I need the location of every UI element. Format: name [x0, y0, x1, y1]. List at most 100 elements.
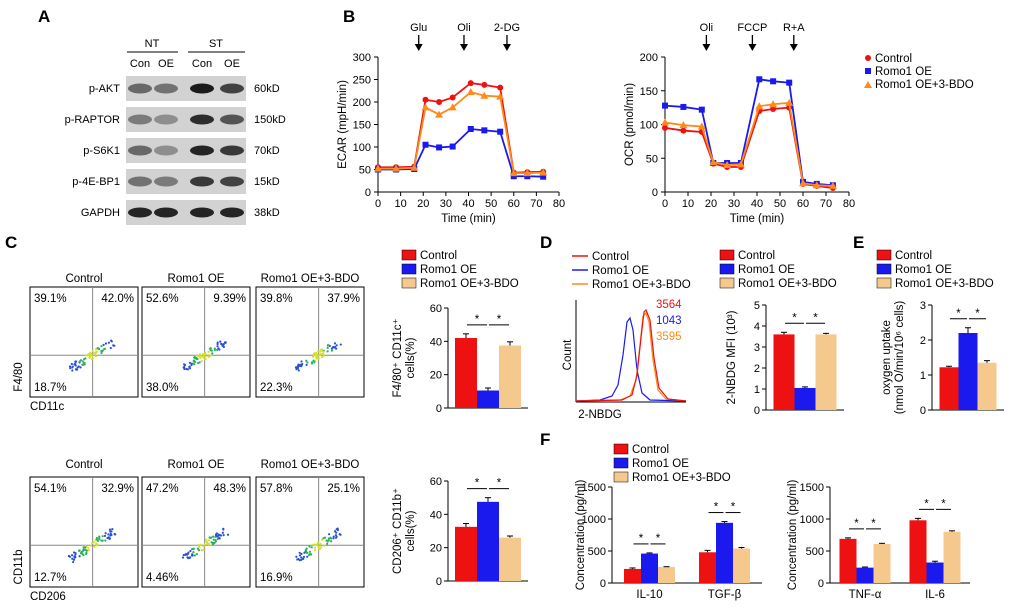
cell-event	[310, 546, 313, 549]
x-tick-label: 0	[662, 198, 668, 210]
hist-legend-label-control: Control	[592, 251, 629, 263]
cell-event	[314, 543, 317, 546]
cell-event	[339, 533, 342, 536]
blot-group-st: ST	[209, 38, 223, 50]
cell-event	[202, 548, 205, 551]
cell-event	[195, 552, 199, 556]
cell-event	[332, 537, 335, 540]
cell-event	[108, 528, 112, 531]
cell-event	[78, 555, 81, 558]
cell-event	[312, 543, 315, 546]
y-tick-label: 20	[430, 370, 442, 382]
category-label: IL-10	[636, 589, 662, 601]
cell-event	[299, 364, 303, 368]
cell-event	[201, 355, 205, 358]
quadrant-upper-left: 39.8%	[260, 293, 293, 305]
y-tick-label: 300	[353, 52, 371, 64]
panel-label-b: B	[343, 7, 355, 26]
y-axis-title-line: CD206⁺ CD11b⁺	[392, 488, 404, 574]
legend-f: Control Romo1 OE Romo1 OE+3-BDO	[613, 443, 731, 484]
y-tick-label: 60	[430, 303, 442, 315]
bar	[856, 567, 874, 583]
flow-column-title: Control	[65, 273, 102, 285]
cell-event	[87, 549, 91, 552]
legend-c-label-3bdo: Romo1 OE+3-BDO	[420, 278, 519, 290]
legend-label-romo1-oe: Romo1 OE	[875, 66, 932, 78]
cell-event	[217, 534, 220, 537]
cell-event	[303, 551, 306, 554]
y-tick-label: 4	[754, 321, 760, 333]
bar	[839, 538, 857, 583]
cell-event	[85, 354, 88, 357]
cell-event	[101, 535, 104, 538]
quadrant-upper-left: 54.1%	[34, 483, 67, 495]
x-tick-label: 80	[553, 198, 565, 210]
legend-f-label-3bdo: Romo1 OE+3-BDO	[632, 472, 731, 484]
cell-event	[107, 533, 110, 536]
cell-event	[322, 352, 325, 355]
series-line	[378, 91, 544, 175]
cell-event	[89, 544, 93, 547]
cell-event	[190, 554, 194, 557]
legend-d: Control Romo1 OE Romo1 OE+3-BDO	[719, 249, 837, 290]
cell-event	[317, 357, 320, 360]
x-tick-label: 70	[820, 198, 832, 210]
quadrant-upper-left: 39.1%	[34, 293, 67, 305]
cell-event	[196, 547, 199, 550]
x-tick-label: 60	[508, 198, 520, 210]
cell-event	[89, 351, 92, 354]
cell-event	[322, 350, 325, 353]
bar	[716, 522, 733, 583]
legend-f-label-romo1-oe: Romo1 OE	[632, 458, 689, 470]
cell-event	[100, 345, 103, 348]
cell-event	[71, 557, 74, 560]
significance-star: *	[639, 533, 644, 545]
injection-arrow-head	[459, 44, 468, 51]
cell-event	[100, 351, 103, 355]
cell-event	[192, 362, 195, 365]
cell-event	[219, 340, 222, 343]
cell-event	[207, 542, 210, 545]
legend-c-label-control: Control	[420, 250, 457, 262]
cell-event	[221, 531, 224, 534]
cell-event	[314, 546, 317, 549]
bar	[477, 390, 499, 408]
flow-plot-frame	[255, 476, 365, 588]
x-tick-label: 10	[682, 198, 694, 210]
legend-d-label-romo1-oe: Romo1 OE	[738, 264, 795, 276]
cell-event	[207, 539, 210, 542]
legend-c: Control Romo1 OE Romo1 OE+3-BDO	[401, 249, 519, 290]
cell-event	[93, 541, 96, 544]
data-point	[466, 88, 475, 96]
legend-f-label-control: Control	[632, 444, 669, 456]
cell-event	[334, 534, 338, 537]
cell-event	[90, 354, 93, 357]
cell-event	[327, 533, 331, 536]
cell-event	[109, 346, 112, 350]
cell-event	[95, 538, 98, 541]
flow-y-axis-label: CD11b	[13, 550, 25, 585]
y-tick-label: 500	[588, 546, 606, 558]
data-point	[448, 103, 457, 111]
legend-d-swatch-3bdo	[719, 277, 735, 289]
cell-event	[87, 546, 90, 550]
cell-event	[94, 355, 98, 358]
cell-event	[110, 530, 113, 533]
blot-lane-3: Con	[192, 58, 212, 70]
cell-event	[314, 353, 317, 356]
cell-event	[215, 532, 218, 535]
flow-column-title: Romo1 OE	[168, 459, 225, 471]
bar	[658, 567, 675, 583]
cell-event	[100, 539, 103, 542]
panel-label-d: D	[540, 233, 552, 252]
cell-event	[182, 366, 185, 369]
cell-event	[193, 554, 196, 557]
cell-event	[209, 347, 212, 350]
cell-event	[103, 348, 106, 351]
cell-event	[313, 352, 316, 355]
data-point	[662, 124, 668, 131]
quadrant-upper-left: 52.6%	[146, 293, 179, 305]
data-point	[680, 127, 687, 134]
